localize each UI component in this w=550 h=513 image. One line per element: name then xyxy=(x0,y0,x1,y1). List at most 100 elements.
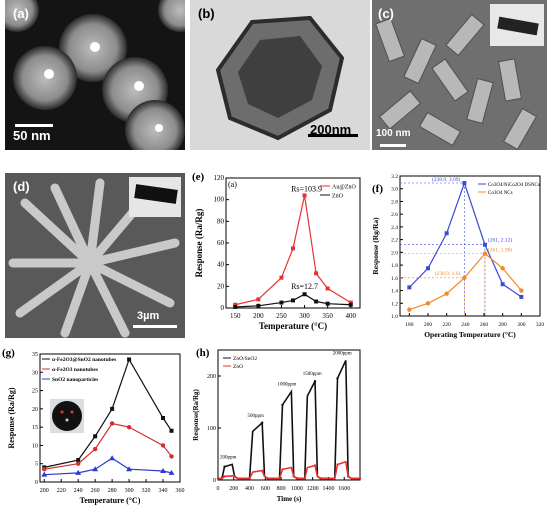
annotation: (238.9, 3.09) xyxy=(432,176,461,183)
plot-frame xyxy=(399,175,541,317)
data-point xyxy=(160,468,167,474)
legend-label: Co3O4/NiCo2O4 DSNCs xyxy=(488,183,540,188)
data-point xyxy=(426,266,430,271)
y-tick-label: 40 xyxy=(217,261,225,269)
y-tick-label: 2.6 xyxy=(391,212,398,218)
data-point xyxy=(260,421,264,424)
panel-label: (g) xyxy=(2,347,15,359)
y-tick-label: 20 xyxy=(32,407,38,413)
panel-label: (d) xyxy=(13,179,30,194)
x-tick-label: 150 xyxy=(230,312,241,320)
scale-bar-label: 100 nm xyxy=(376,128,411,139)
panel-b-image xyxy=(190,0,370,150)
panel-label: (f) xyxy=(372,183,383,195)
legend-label: α-Fe2O3@SnO2 nanotubes xyxy=(52,357,116,363)
chart-e-svg: 150 200 250 300 350 400 0 20 40 60 80 100 120 Tempera… xyxy=(192,171,361,331)
panel-c-image xyxy=(372,0,547,150)
data-point xyxy=(336,463,339,466)
data-point xyxy=(42,467,47,472)
data-point xyxy=(302,193,307,198)
sensor-device-icon xyxy=(52,401,82,431)
x-tick-label: 400 xyxy=(346,312,357,320)
panel-a-image xyxy=(5,0,185,150)
data-point xyxy=(256,297,261,302)
data-point xyxy=(93,434,98,439)
y-tick-label: 1.8 xyxy=(391,263,398,269)
inner-panel-label: (a) xyxy=(228,180,237,189)
data-point xyxy=(336,377,339,380)
y-tick-label: 100 xyxy=(214,196,225,204)
data-point xyxy=(92,466,99,472)
sensor-pin-icon xyxy=(70,410,74,414)
series-line xyxy=(218,360,360,480)
data-point xyxy=(281,403,284,407)
data-point xyxy=(519,288,524,293)
x-tick-label: 280 xyxy=(108,488,117,494)
data-point xyxy=(358,477,362,480)
y-tick-label: 2.2 xyxy=(391,238,398,244)
data-point xyxy=(266,477,269,480)
legend-label: α-Fe2O3 nanotubes xyxy=(52,367,98,373)
data-point xyxy=(500,282,505,287)
y-tick-label: 0 xyxy=(221,304,225,312)
data-point xyxy=(325,286,330,291)
data-point xyxy=(126,466,133,472)
panel-g-chart: 200 220 240 260 280 300 320 340 360 0 5 10 15 20 25 30 3… xyxy=(0,342,190,513)
y-tick-label: 200 xyxy=(207,374,216,380)
annotation: (261, 2.12) xyxy=(488,237,512,244)
annotation: Rs=12.7 xyxy=(291,282,318,291)
x-tick-label: 200 xyxy=(229,486,238,492)
legend-label: Co3O4 NCs xyxy=(488,191,513,196)
data-point xyxy=(76,458,81,463)
y-tick-label: 1.4 xyxy=(391,289,398,295)
x-tick-label: 1000 xyxy=(291,486,303,492)
annotation: 1500ppm xyxy=(303,372,322,377)
data-point xyxy=(313,464,317,467)
data-point xyxy=(291,246,295,251)
particle xyxy=(125,100,185,150)
data-point xyxy=(407,307,412,312)
data-point xyxy=(281,468,284,471)
data-point xyxy=(314,299,319,304)
y-tick-label: 25 xyxy=(32,389,38,395)
panel-h-chart: 0 200 400 600 800 1000 1200 1400 1600 0 100 200 Time… xyxy=(192,342,367,513)
x-tick-label: 200 xyxy=(253,312,264,320)
x-tick-label: 300 xyxy=(125,488,134,494)
particle xyxy=(5,0,39,32)
x-tick-label: 260 xyxy=(480,322,489,328)
x-tick-label: 200 xyxy=(424,322,433,328)
data-point xyxy=(169,454,174,459)
data-point xyxy=(223,475,226,478)
x-tick-label: 250 xyxy=(276,312,287,320)
data-point xyxy=(109,455,116,461)
y-axis-label: Response (Rg/Ra) xyxy=(371,217,380,275)
x-tick-label: 600 xyxy=(261,486,270,492)
y-tick-label: 80 xyxy=(217,217,225,225)
annotation: 1000ppm xyxy=(278,383,297,388)
data-point xyxy=(92,446,98,452)
x-tick-label: 220 xyxy=(443,322,452,328)
y-tick-label: 2.4 xyxy=(391,225,398,231)
x-axis-label: Temperature (°C) xyxy=(259,321,327,331)
data-point xyxy=(279,275,284,280)
panel-e-chart: 150 200 250 300 350 400 0 20 40 60 80 100 120 Tempera… xyxy=(188,168,368,346)
data-point xyxy=(482,242,487,247)
x-axis-label: Temperature (°C) xyxy=(80,496,141,505)
y-tick-label: 100 xyxy=(207,426,216,432)
data-point xyxy=(248,477,251,480)
panel-label: (a) xyxy=(13,6,29,21)
annotation: (261, 1.98) xyxy=(488,247,512,254)
data-point xyxy=(216,477,220,480)
annotation: 500ppm xyxy=(248,414,264,419)
x-tick-label: 350 xyxy=(322,312,333,320)
y-tick-label: 3.2 xyxy=(391,174,398,180)
y-axis-label: Response(Ra/Rg) xyxy=(192,388,200,440)
y-tick-label: 120 xyxy=(214,174,225,182)
data-point xyxy=(110,406,115,411)
data-point xyxy=(348,300,353,305)
scale-bar-label: 3µm xyxy=(137,310,160,322)
legend-label: Au@ZnO xyxy=(332,185,357,191)
panel-d-micrograph: (d) 3µm xyxy=(5,173,185,338)
data-point xyxy=(462,275,467,281)
x-tick-label: 320 xyxy=(536,322,545,328)
